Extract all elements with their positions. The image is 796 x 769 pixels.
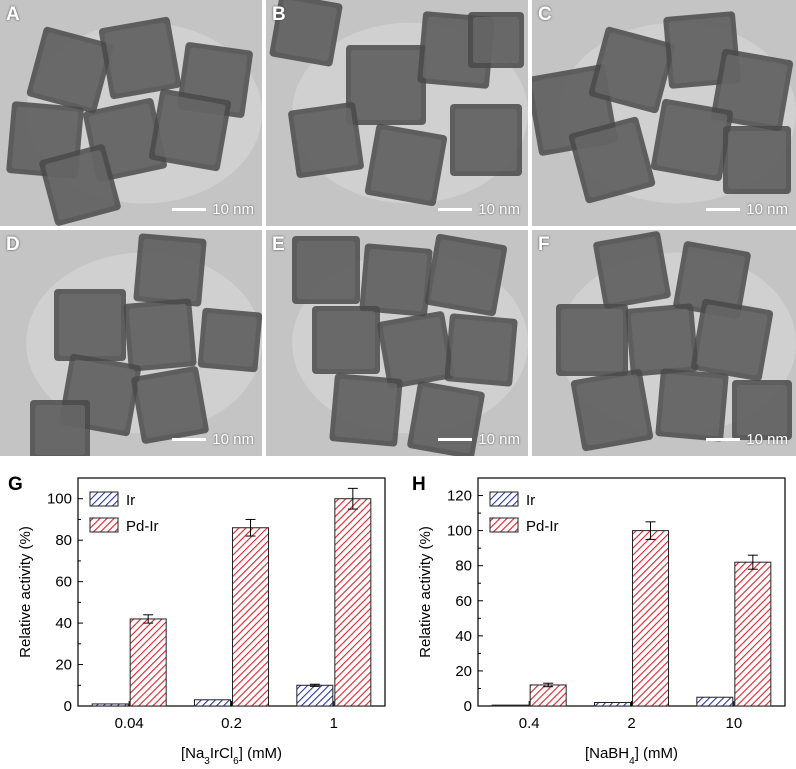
scale-bar-label: 10 nm: [746, 431, 788, 448]
x-tick-label: 0.04: [115, 715, 144, 732]
tem-image-panel: F 10 nm: [532, 230, 796, 456]
bar-ir: [91, 703, 129, 707]
x-axis-label: [Na3IrCl6] (mM): [181, 745, 282, 767]
bar-pd-ir: [232, 527, 269, 707]
bar-ir: [491, 704, 529, 707]
y-tick-label: 0: [64, 698, 72, 715]
x-axis-label: [NaBH4] (mM): [585, 745, 678, 767]
error-bar: [543, 682, 554, 688]
scale-bar-line: [172, 438, 207, 441]
error-bar: [747, 554, 758, 570]
nanocube-micrograph: [266, 230, 528, 456]
scale-bar-label: 10 nm: [478, 201, 520, 218]
legend-swatch-pd-ir: [89, 517, 119, 533]
bar-ir: [696, 696, 734, 707]
y-tick-label: 80: [455, 558, 472, 575]
tem-image-panel: B 10 nm: [266, 0, 528, 226]
panel-label: E: [272, 234, 285, 255]
x-tick-label: 10: [725, 715, 742, 732]
legend-label: Ir: [526, 492, 535, 509]
y-tick-label: 0: [464, 698, 472, 715]
tem-image-panel: A 10 nm: [0, 0, 262, 226]
scale-bar-line: [438, 438, 473, 441]
legend-label: Ir: [126, 492, 135, 509]
x-tick-label: 0.2: [221, 715, 242, 732]
scale-bar-label: 10 nm: [478, 431, 520, 448]
legend-label: Pd-Ir: [126, 518, 159, 535]
bar-pd-ir: [632, 530, 669, 707]
nanocube-micrograph: [0, 230, 262, 456]
chart-g: 0 20 40 60 80 100 Relative activity (%) 0.04 0.2…: [17, 477, 386, 767]
nanocube-micrograph: [532, 0, 796, 226]
scale-bar: 10 nm: [172, 201, 254, 218]
legend-label: Pd-Ir: [526, 518, 559, 535]
nanocube-micrograph: [532, 230, 796, 456]
panel-label: C: [538, 4, 552, 25]
scale-bar: 10 nm: [706, 201, 788, 218]
x-tick-label: 1: [330, 715, 338, 732]
bar-ir: [194, 699, 231, 707]
scale-bar-label: 10 nm: [746, 201, 788, 218]
chart-h: 0 20 40 60 80 100 120 Relative activity (%) 0.4 2…: [417, 477, 786, 767]
panel-label: F: [538, 234, 550, 255]
chart-g-label: G: [8, 474, 23, 495]
error-bar: [309, 683, 320, 687]
scale-bar: 10 nm: [172, 431, 254, 448]
bar-pd-ir: [129, 618, 167, 707]
scale-bar-line: [706, 438, 741, 441]
scale-bar: 10 nm: [438, 431, 520, 448]
scale-bar-label: 10 nm: [212, 201, 254, 218]
chart-h-label: H: [412, 474, 426, 495]
y-tick-label: 100: [47, 491, 72, 508]
y-tick-label: 60: [55, 574, 72, 591]
scale-bar-line: [438, 208, 473, 211]
tem-image-panel: E 10 nm: [266, 230, 528, 456]
tem-image-panel: D 10 nm: [0, 230, 262, 456]
scale-bar: 10 nm: [706, 431, 788, 448]
panel-label: D: [6, 234, 20, 255]
bar-ir: [296, 684, 334, 707]
y-tick-label: 20: [55, 657, 72, 674]
bar-pd-ir: [334, 498, 372, 707]
y-tick-label: 80: [55, 532, 72, 549]
panel-label: A: [6, 4, 20, 25]
y-tick-label: 100: [447, 523, 472, 540]
y-tick-label: 40: [55, 615, 72, 632]
y-axis-label: Relative activity (%): [417, 526, 434, 658]
bar-ir: [594, 701, 631, 707]
legend-swatch-ir: [89, 491, 119, 507]
x-tick-label: 2: [627, 715, 635, 732]
bar-pd-ir: [734, 561, 772, 707]
bar-pd-ir: [529, 684, 567, 707]
scale-bar-line: [706, 208, 741, 211]
scale-bar-line: [172, 208, 207, 211]
y-tick-label: 120: [447, 488, 472, 505]
scale-bar: 10 nm: [438, 201, 520, 218]
error-bar: [245, 518, 256, 537]
scale-bar-label: 10 nm: [212, 431, 254, 448]
panel-label: B: [272, 4, 286, 25]
error-bar: [347, 487, 358, 510]
y-tick-label: 40: [455, 628, 472, 645]
nanocube-micrograph: [266, 0, 528, 226]
y-axis-label: Relative activity (%): [17, 526, 34, 658]
error-bar: [645, 521, 656, 540]
nanocube-micrograph: [0, 0, 262, 226]
legend-swatch-pd-ir: [489, 517, 519, 533]
tem-image-panel: C 10 nm: [532, 0, 796, 226]
error-bar: [143, 614, 154, 624]
y-tick-label: 20: [455, 663, 472, 680]
x-tick-label: 0.4: [519, 715, 540, 732]
y-tick-label: 60: [455, 593, 472, 610]
legend-swatch-ir: [489, 491, 519, 507]
